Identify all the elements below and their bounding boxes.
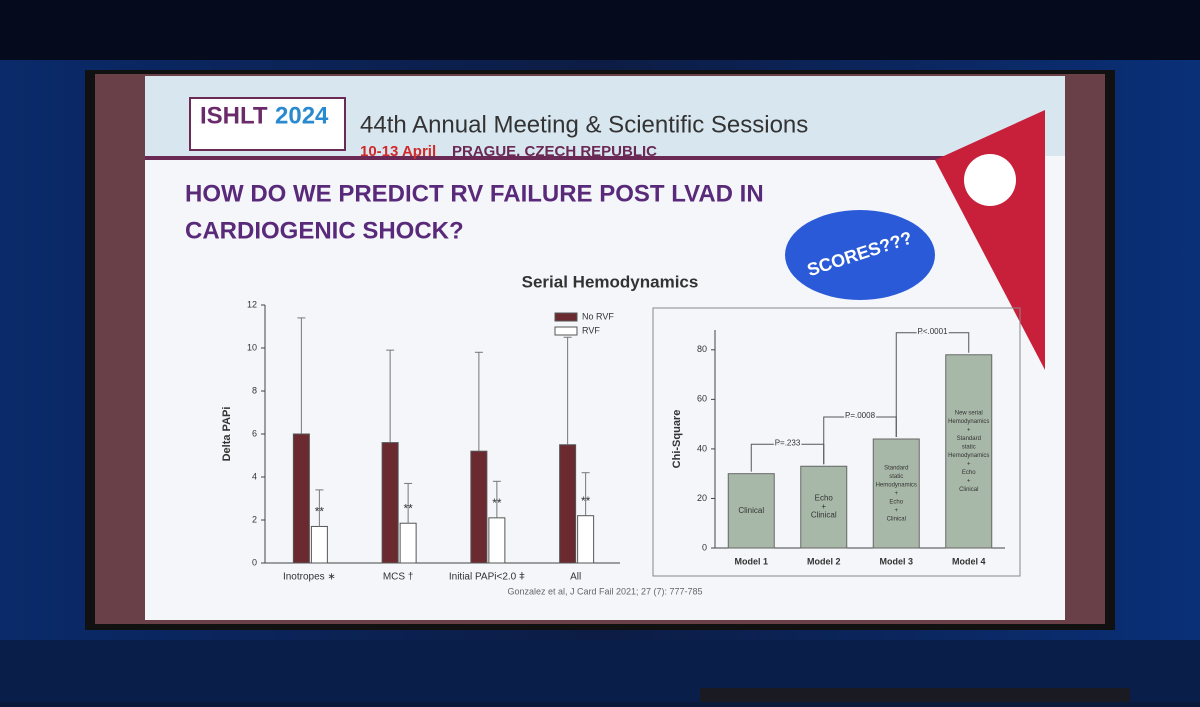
y-axis-label: Chi-Square xyxy=(671,410,683,469)
comparison-label: P<.0001 xyxy=(917,327,948,336)
y-tick-label: 0 xyxy=(252,557,257,567)
bar-text: Hemodynamics xyxy=(948,453,989,459)
legend-label: No RVF xyxy=(582,311,614,321)
bar-text: + xyxy=(821,502,826,511)
bar xyxy=(399,522,417,564)
bar-text: Clinical xyxy=(959,487,978,493)
y-tick-label: 4 xyxy=(252,471,257,481)
bar-text: Hemodynamics xyxy=(876,483,917,489)
y-tick-label: 12 xyxy=(247,299,257,309)
bar-text: Echo xyxy=(889,500,903,506)
bar xyxy=(727,473,775,549)
bar-text: + xyxy=(894,491,898,497)
x-tick-label: Inotropes ∗ xyxy=(283,572,336,583)
x-tick-label: All xyxy=(570,572,581,583)
bar xyxy=(381,442,399,564)
x-tick-label: MCS † xyxy=(383,572,414,583)
significance-mark: ** xyxy=(403,501,413,515)
y-tick-label: 60 xyxy=(697,394,707,404)
y-tick-label: 8 xyxy=(252,385,257,395)
y-tick-label: 10 xyxy=(247,342,257,352)
bar-text: + xyxy=(967,428,971,434)
x-tick-label: Initial PAPi<2.0 ǂ xyxy=(449,572,525,583)
significance-mark: ** xyxy=(315,505,325,519)
x-tick-label: Model 2 xyxy=(807,556,841,566)
legend-swatch xyxy=(554,326,578,336)
badge xyxy=(785,210,935,300)
bar-text: New serial xyxy=(955,411,983,417)
bar-text: Clinical xyxy=(738,506,764,515)
y-tick-label: 20 xyxy=(697,493,707,503)
logo-text: ISHLT xyxy=(200,102,268,129)
header-rule xyxy=(145,156,945,160)
society-seal xyxy=(964,154,1016,206)
x-tick-label: Model 3 xyxy=(879,556,913,566)
meeting-dates: 10-13 April xyxy=(360,143,436,160)
legend-swatch xyxy=(554,312,578,322)
x-tick-label: Model 4 xyxy=(952,556,986,566)
meeting-name: 44th Annual Meeting & Scientific Session… xyxy=(360,111,808,138)
y-tick-label: 80 xyxy=(697,344,707,354)
bar xyxy=(310,525,328,564)
slide-title: HOW DO WE PREDICT RV FAILURE POST LVAD I… xyxy=(185,180,764,207)
significance-mark: ** xyxy=(581,494,591,508)
logo-box xyxy=(189,97,346,151)
bar-text: + xyxy=(894,508,898,514)
bar-text: Echo xyxy=(815,494,834,503)
chart-frame xyxy=(652,307,1021,577)
bar-text: Echo xyxy=(962,470,976,476)
bar xyxy=(488,517,506,564)
bar xyxy=(470,450,488,564)
y-axis-label: Delta PAPi xyxy=(221,407,233,462)
y-tick-label: 2 xyxy=(252,514,257,524)
bar-text: + xyxy=(967,462,971,468)
comparison-label: P=.0008 xyxy=(845,411,876,420)
corner-banner xyxy=(935,110,1045,370)
citation: Gonzalez et al, J Card Fail 2021; 27 (7)… xyxy=(507,586,702,596)
legend-label: RVF xyxy=(582,325,600,335)
bar xyxy=(577,515,595,564)
bar xyxy=(559,444,577,564)
comparison-bracket xyxy=(895,332,970,437)
bar-text: Standard xyxy=(957,436,981,442)
bar xyxy=(945,354,993,549)
comparison-label: P=.233 xyxy=(775,438,801,447)
bar xyxy=(292,433,310,564)
slide-title: CARDIOGENIC SHOCK? xyxy=(185,217,464,244)
bar-text: static xyxy=(889,474,903,480)
y-tick-label: 6 xyxy=(252,428,257,438)
chart-title: Serial Hemodynamics xyxy=(522,272,699,291)
significance-mark: ** xyxy=(492,496,502,510)
bar-text: Hemodynamics xyxy=(948,419,989,425)
bar-text: Clinical xyxy=(887,517,906,523)
bar xyxy=(800,465,848,549)
bar-text: Standard xyxy=(884,466,908,472)
bar-text: static xyxy=(962,445,976,451)
bar-text: Clinical xyxy=(811,511,837,520)
ceiling xyxy=(0,0,1200,60)
meeting-place: PRAGUE, CZECH REPUBLIC xyxy=(452,143,657,160)
y-tick-label: 40 xyxy=(697,443,707,453)
bar xyxy=(872,438,920,549)
y-tick-label: 0 xyxy=(702,542,707,552)
bar-text: + xyxy=(967,479,971,485)
panel-table xyxy=(700,688,1130,702)
logo-year: 2024 xyxy=(275,102,329,129)
x-tick-label: Model 1 xyxy=(734,556,768,566)
